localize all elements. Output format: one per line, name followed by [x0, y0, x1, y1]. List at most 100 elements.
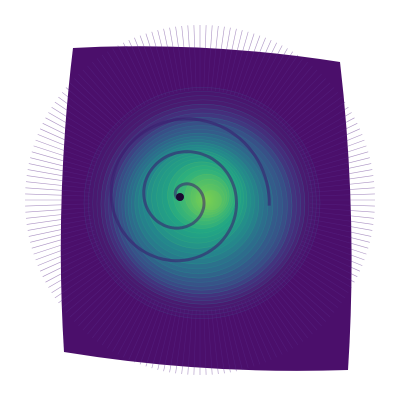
hatch-line [237, 35, 261, 97]
hatch-line [128, 300, 156, 361]
hatch-line [291, 101, 346, 139]
hatch-line [247, 298, 277, 358]
hatch-line [273, 281, 318, 331]
hatch-line [25, 203, 91, 207]
hatch-line [264, 58, 304, 112]
hatch-line [300, 128, 361, 156]
hatch-line [306, 157, 370, 174]
hatch-line [303, 139, 365, 163]
hatch-line [31, 151, 95, 170]
hatch-line [276, 278, 322, 327]
hatch-line [218, 308, 231, 373]
hatch-line [112, 48, 146, 105]
hatch-line [251, 45, 283, 104]
hatch-line [261, 54, 299, 109]
hatch-line [101, 54, 139, 109]
hatch-line [157, 30, 174, 94]
hatch-line [301, 240, 363, 266]
hatch-line [307, 163, 372, 178]
hatch-line [296, 251, 355, 283]
hatch-line [233, 304, 255, 367]
hatch-line [303, 237, 365, 261]
hatch-line [157, 306, 174, 370]
hatch-line [215, 308, 225, 374]
hatch-line [281, 273, 331, 318]
hatch-line [35, 237, 97, 261]
hatch-line [25, 211, 91, 219]
hatch-line [25, 193, 91, 197]
hatch-line [27, 169, 92, 182]
hatch-line [169, 27, 182, 92]
hatch-line [54, 101, 109, 139]
hatch-line [51, 107, 107, 142]
spiral-core-layer [109, 110, 295, 290]
hatch-line [151, 305, 170, 369]
hatch-line [107, 51, 142, 107]
hatch-line [254, 295, 288, 352]
hatch-line [82, 69, 127, 119]
hatch-line [92, 286, 133, 339]
hatch-line [73, 78, 122, 124]
hatch-line [27, 218, 92, 231]
hatch-line [301, 134, 363, 160]
hatch-line [211, 25, 219, 91]
hatch-line [230, 31, 249, 95]
hatch-line [25, 187, 91, 193]
hatch-line [42, 123, 102, 153]
hatch-line [145, 304, 167, 367]
hatch-line [254, 48, 288, 105]
hatch-line [82, 281, 127, 331]
hatch-line [187, 309, 193, 375]
hatch-line [139, 35, 163, 97]
hatch-line [308, 215, 374, 225]
hatch-line [270, 65, 313, 116]
hatch-line [181, 309, 189, 375]
hatch-line [203, 25, 207, 91]
hatch-line [128, 39, 156, 100]
hatch-line [163, 28, 178, 93]
hatch-line [296, 117, 355, 149]
hatch-line [207, 25, 213, 91]
hatch-line [117, 45, 149, 104]
hatch-line [233, 33, 255, 96]
hatch-line [51, 258, 107, 293]
hatch-line [203, 309, 207, 375]
hatch-line [307, 222, 372, 237]
hatch-line [291, 261, 346, 299]
hatch-line [73, 276, 122, 322]
hatch-line [293, 258, 349, 293]
hatch-line [304, 233, 367, 255]
hatch-line [101, 291, 139, 346]
hatch-line [309, 181, 375, 189]
hatch-line [181, 25, 189, 91]
hatch-line [39, 244, 100, 272]
hatch-line [169, 308, 182, 373]
hatch-line [26, 175, 92, 185]
hatch-line [288, 264, 342, 304]
hatch-line [308, 218, 373, 231]
hatch-line [258, 293, 293, 349]
hatch-line [151, 31, 170, 95]
hatch-line [87, 65, 130, 116]
hatch-line [308, 169, 373, 182]
hatch-line [33, 233, 96, 255]
hatch-line [264, 288, 304, 342]
hatch-line [244, 300, 272, 361]
hatch-line [304, 145, 367, 167]
hatch-line [247, 42, 277, 102]
hatch-line [261, 291, 299, 346]
hatch-line [37, 134, 99, 160]
hatch-line [237, 303, 261, 365]
hatch-line [26, 215, 92, 225]
hatch-line [305, 230, 369, 249]
hatch-line [58, 264, 112, 304]
hatch-line [309, 203, 375, 207]
hatch-line [270, 284, 313, 335]
hatch-line [284, 87, 335, 130]
hatch-line [309, 207, 375, 213]
hatch-line [244, 39, 272, 100]
hatch-line [69, 273, 119, 318]
hatch-line [278, 276, 327, 322]
hatch-line [45, 117, 104, 149]
